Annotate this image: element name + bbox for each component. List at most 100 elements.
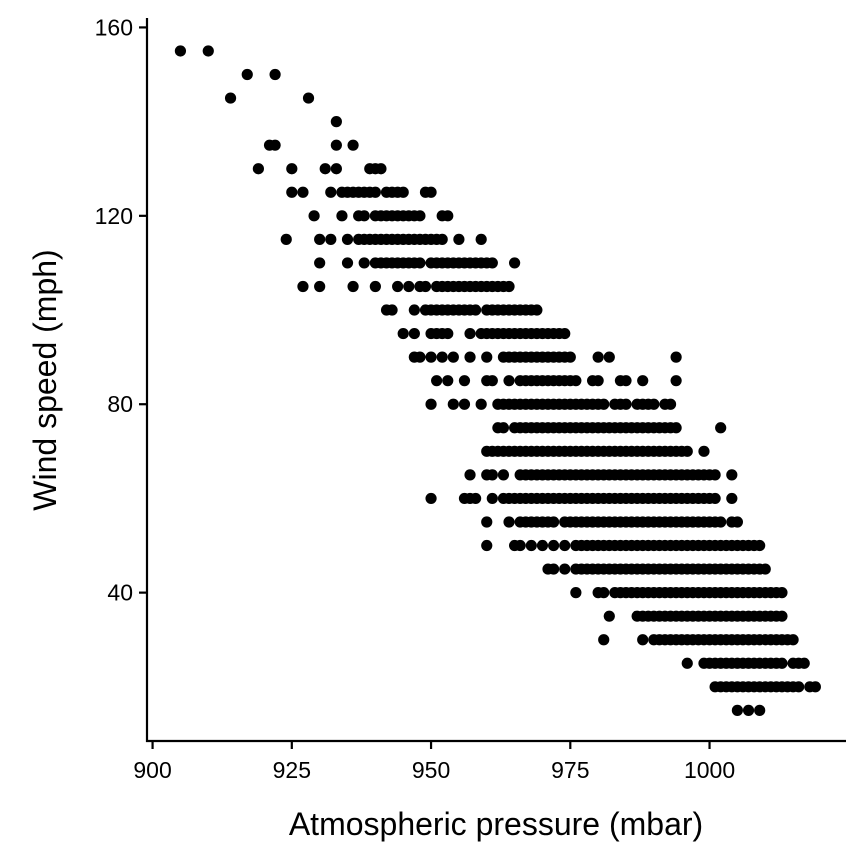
x-axis-ticks: 900 925 950 975 1000: [133, 741, 735, 783]
data-point: [314, 233, 326, 245]
data-point: [637, 375, 649, 387]
data-point: [486, 375, 498, 387]
data-point: [486, 492, 498, 505]
data-point: [742, 704, 755, 716]
data-point: [252, 163, 264, 175]
data-point: [715, 422, 727, 434]
data-point: [297, 280, 309, 293]
data-point: [470, 304, 482, 316]
data-point: [358, 210, 370, 222]
y-tick-label: 160: [95, 14, 133, 40]
x-tick-label: 950: [412, 757, 450, 783]
data-point: [598, 634, 610, 646]
data-point: [330, 163, 342, 175]
data-point: [414, 257, 426, 269]
data-point: [325, 186, 337, 198]
data-point: [592, 375, 604, 387]
data-point: [564, 351, 576, 363]
data-point: [447, 398, 459, 410]
data-point: [570, 375, 582, 387]
data-point: [403, 280, 415, 293]
data-point: [481, 539, 493, 552]
data-point: [408, 304, 420, 316]
data-point: [414, 351, 426, 363]
data-point: [547, 563, 560, 575]
data-point: [325, 233, 337, 245]
data-point: [425, 398, 437, 410]
data-point: [347, 280, 359, 293]
data-point: [464, 469, 476, 481]
x-axis-title: Atmospheric pressure (mbar): [289, 806, 703, 842]
data-point: [547, 516, 560, 528]
data-point: [314, 280, 326, 293]
data-point: [648, 398, 660, 410]
data-point: [809, 681, 821, 693]
data-point: [286, 163, 298, 175]
data-point: [776, 610, 788, 622]
data-point: [798, 657, 810, 669]
data-point: [475, 398, 487, 410]
data-point: [787, 634, 799, 646]
data-point: [598, 587, 610, 599]
data-point: [431, 375, 443, 387]
data-point: [464, 351, 476, 363]
data-point: [425, 186, 437, 198]
data-point: [525, 539, 537, 552]
data-point: [347, 139, 359, 151]
data-point: [224, 92, 237, 104]
data-point: [547, 539, 560, 552]
data-point: [603, 610, 615, 622]
data-point: [269, 139, 281, 151]
data-point: [754, 704, 766, 716]
data-point: [369, 280, 381, 293]
data-point: [358, 257, 370, 269]
data-point: [447, 351, 459, 363]
data-point: [481, 351, 493, 363]
y-tick-label: 120: [95, 203, 133, 229]
data-point: [375, 163, 387, 175]
data-point: [464, 327, 476, 340]
data-point: [570, 587, 582, 599]
data-point: [670, 351, 682, 363]
data-point: [508, 257, 521, 269]
data-point: [559, 327, 571, 340]
y-axis-title: Wind speed (mph): [27, 249, 63, 510]
y-tick-label: 80: [107, 391, 133, 417]
data-point: [664, 398, 677, 410]
data-point: [598, 398, 610, 410]
data-point: [458, 398, 471, 410]
data-point: [470, 492, 482, 505]
data-point: [397, 186, 409, 198]
data-point: [453, 233, 465, 245]
x-tick-label: 900: [133, 757, 171, 783]
data-point: [341, 257, 354, 269]
data-point: [759, 563, 771, 575]
data-point: [392, 280, 404, 293]
x-tick-label: 925: [273, 757, 311, 783]
data-point: [408, 327, 420, 340]
data-point: [637, 634, 649, 646]
data-point: [776, 587, 788, 599]
data-point: [503, 280, 515, 293]
data-point: [776, 657, 788, 669]
data-point: [559, 539, 571, 552]
data-point: [698, 445, 710, 457]
data-point: [397, 327, 409, 340]
data-point: [536, 539, 549, 552]
data-point: [436, 233, 448, 245]
y-tick-label: 40: [107, 580, 133, 606]
x-tick-label: 1000: [684, 757, 735, 783]
data-point: [503, 375, 515, 387]
data-point: [280, 233, 292, 245]
data-point: [531, 304, 543, 316]
data-point: [341, 233, 354, 245]
data-point: [592, 351, 604, 363]
data-point: [497, 469, 510, 481]
y-axis-ticks: 40 80 120 160: [95, 14, 147, 606]
x-tick-label: 975: [551, 757, 589, 783]
data-point: [458, 375, 471, 387]
data-point: [286, 186, 298, 198]
data-point: [709, 492, 721, 505]
data-point: [731, 704, 743, 716]
